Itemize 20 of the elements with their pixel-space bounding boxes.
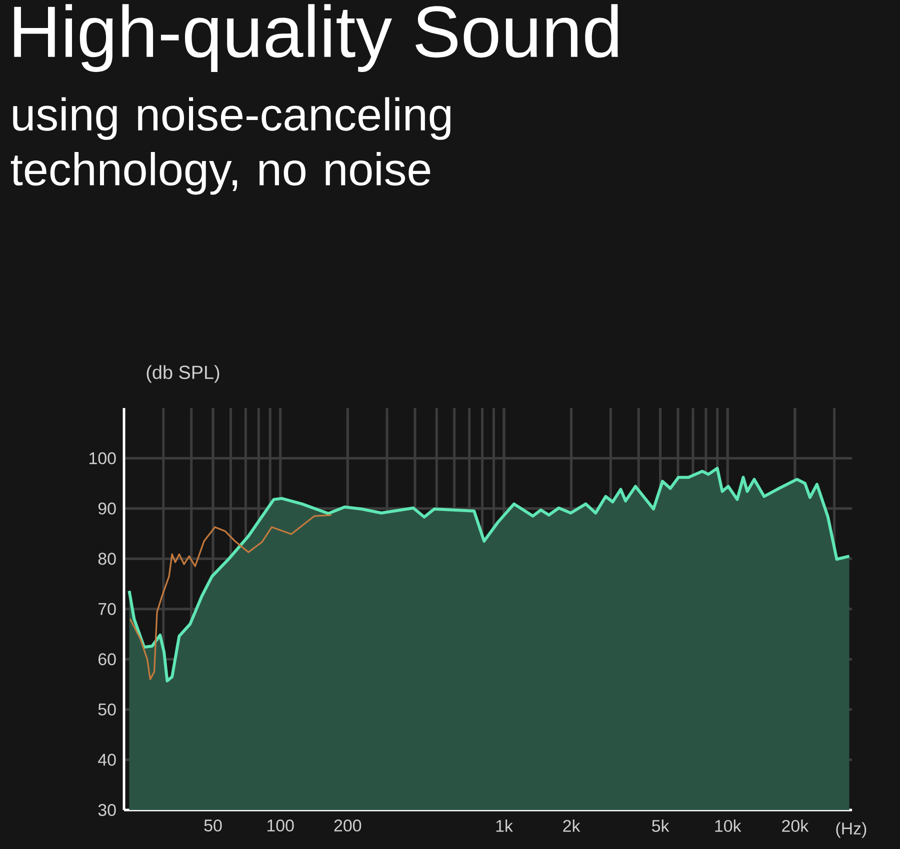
y-tick-label: 100: [90, 452, 116, 464]
x-tick-label: 1k: [496, 820, 513, 832]
y-tick-label: 90: [98, 502, 116, 514]
chart-subtitle: using noise-canceling technology, no noise: [10, 97, 450, 195]
x-tick-label: 200: [334, 820, 362, 832]
x-tick-label: 100: [268, 820, 294, 832]
chart-title: High-quality Sound: [14, 4, 618, 72]
x-tick-label: 50: [204, 820, 222, 832]
y-tick-label: 30: [98, 804, 116, 816]
x-tick-label: 20k: [782, 820, 809, 832]
y-axis-title: (db SPL): [146, 365, 220, 383]
y-tick-label: 60: [98, 653, 116, 666]
y-tick-label: 70: [98, 602, 116, 615]
x-tick-label: 2k: [563, 820, 580, 832]
x-axis-title: (Hz): [836, 822, 866, 838]
y-tick-label: 40: [98, 754, 116, 766]
y-tick-label: 50: [98, 703, 116, 716]
x-tick-label: 5k: [652, 820, 670, 832]
y-tick-label: 80: [98, 552, 116, 565]
x-tick-label: 10k: [715, 820, 742, 832]
